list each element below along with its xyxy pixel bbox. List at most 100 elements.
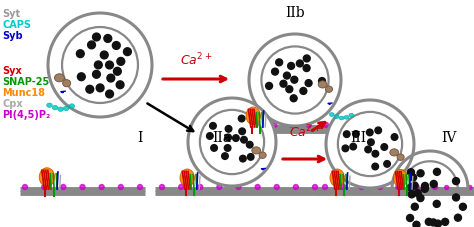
Circle shape (179, 185, 183, 190)
Circle shape (200, 110, 264, 174)
Circle shape (276, 60, 283, 67)
Ellipse shape (252, 147, 261, 154)
Circle shape (188, 99, 276, 186)
Circle shape (343, 131, 350, 138)
Ellipse shape (390, 149, 399, 156)
Text: Munc18: Munc18 (2, 88, 45, 98)
Circle shape (239, 128, 246, 135)
Circle shape (22, 185, 27, 190)
Circle shape (238, 116, 245, 122)
Circle shape (305, 80, 312, 87)
Ellipse shape (55, 74, 64, 82)
Circle shape (322, 185, 328, 190)
Text: Syt: Syt (2, 9, 20, 19)
Circle shape (241, 137, 247, 143)
Ellipse shape (397, 154, 404, 161)
Circle shape (372, 151, 379, 157)
Circle shape (247, 154, 254, 160)
Circle shape (413, 221, 420, 227)
Circle shape (255, 185, 260, 190)
Circle shape (211, 145, 218, 152)
Ellipse shape (180, 169, 194, 187)
Circle shape (326, 101, 414, 188)
Circle shape (262, 47, 328, 114)
Circle shape (421, 185, 428, 192)
Circle shape (291, 77, 298, 84)
Ellipse shape (58, 108, 64, 112)
Circle shape (384, 161, 391, 168)
Circle shape (342, 146, 349, 152)
Ellipse shape (246, 108, 260, 125)
Circle shape (48, 14, 152, 118)
Circle shape (410, 174, 417, 181)
Ellipse shape (344, 116, 349, 120)
Text: Cpx: Cpx (2, 99, 23, 109)
Circle shape (359, 185, 364, 190)
Circle shape (375, 123, 380, 128)
Circle shape (286, 86, 293, 93)
Circle shape (353, 131, 359, 138)
Circle shape (312, 185, 318, 190)
Circle shape (319, 78, 326, 85)
Circle shape (453, 178, 459, 185)
Ellipse shape (334, 115, 339, 119)
Circle shape (411, 203, 419, 210)
Circle shape (94, 62, 102, 69)
Circle shape (104, 35, 112, 43)
Circle shape (225, 126, 232, 133)
Ellipse shape (325, 87, 333, 93)
Circle shape (392, 123, 398, 128)
Circle shape (455, 214, 462, 221)
Circle shape (414, 185, 419, 190)
Circle shape (358, 123, 363, 128)
Circle shape (107, 75, 115, 83)
Circle shape (217, 185, 222, 190)
Circle shape (296, 61, 303, 68)
Ellipse shape (349, 114, 354, 118)
Circle shape (468, 186, 472, 190)
Text: Syx: Syx (2, 66, 22, 76)
Text: IIb: IIb (285, 6, 305, 20)
Circle shape (112, 42, 120, 50)
Ellipse shape (318, 81, 327, 89)
Circle shape (198, 185, 203, 190)
Circle shape (239, 156, 246, 162)
Circle shape (303, 65, 310, 72)
Circle shape (442, 218, 448, 225)
Ellipse shape (259, 152, 266, 159)
Circle shape (435, 220, 441, 227)
Circle shape (350, 144, 356, 150)
Circle shape (324, 123, 328, 128)
Circle shape (106, 62, 113, 70)
Circle shape (207, 133, 213, 140)
Circle shape (421, 186, 425, 190)
Ellipse shape (64, 107, 69, 111)
Circle shape (236, 185, 241, 190)
Circle shape (225, 135, 231, 141)
Circle shape (92, 34, 100, 42)
Circle shape (265, 83, 273, 90)
Ellipse shape (339, 116, 344, 120)
Text: $Ca^{2+}$: $Ca^{2+}$ (289, 123, 321, 139)
Circle shape (433, 169, 440, 176)
Circle shape (375, 128, 382, 134)
Circle shape (341, 185, 346, 190)
Circle shape (396, 185, 401, 190)
Circle shape (77, 74, 85, 81)
Circle shape (290, 95, 297, 102)
Circle shape (432, 185, 438, 190)
Circle shape (86, 86, 94, 94)
Circle shape (300, 88, 307, 95)
Circle shape (106, 91, 113, 99)
Circle shape (421, 183, 428, 190)
Circle shape (159, 185, 164, 190)
Text: $Ca^{2+}$: $Ca^{2+}$ (180, 51, 212, 68)
Circle shape (430, 219, 437, 226)
Circle shape (124, 49, 131, 56)
Circle shape (414, 190, 421, 197)
Circle shape (306, 123, 311, 128)
Circle shape (92, 71, 100, 79)
Circle shape (425, 218, 432, 225)
Circle shape (42, 185, 46, 190)
Circle shape (99, 185, 104, 190)
